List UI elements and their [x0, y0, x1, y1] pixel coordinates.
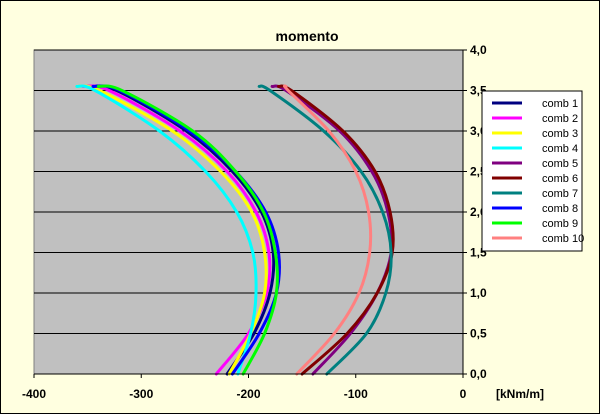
legend-label: comb 5 [542, 158, 578, 170]
legend-label: comb 4 [542, 143, 578, 155]
legend-label: comb 8 [542, 203, 578, 215]
series-line-comb-6 [277, 84, 395, 376]
series-line-comb-7 [257, 84, 393, 376]
y-tick-label: 4,0 [470, 43, 487, 57]
legend-label: comb 9 [542, 218, 578, 230]
series-line-comb-10 [282, 84, 373, 376]
y-tick-label: 0,5 [470, 327, 487, 341]
x-tick-label: -300 [129, 387, 153, 401]
x-tick-label: -200 [236, 387, 260, 401]
chart-title: momento [276, 28, 339, 44]
series-line-comb-9 [96, 84, 279, 376]
series-line-comb-3 [75, 84, 268, 376]
x-tick-label: -100 [344, 387, 368, 401]
legend-label: comb 2 [542, 113, 578, 125]
series-line-comb-4 [75, 84, 258, 376]
legend-label: comb 6 [542, 173, 578, 185]
x-tick-label: -400 [22, 387, 46, 401]
legend-label: comb 10 [542, 233, 584, 245]
y-tick-label: 1,0 [470, 286, 487, 300]
axis-ticks: 0,00,51,01,52,02,53,03,54,0-400 -300 -200-… [22, 43, 487, 401]
legend-label: comb 7 [542, 188, 578, 200]
series-lines [75, 84, 395, 376]
legend-label: comb 3 [542, 128, 578, 140]
x-tick-label: 0 [460, 387, 467, 401]
legend: comb 1 comb 2 comb 3 comb 4 comb 5 comb 6 comb… [481, 90, 584, 252]
y-tick-label: 0,0 [470, 367, 487, 381]
legend-label: comb 1 [542, 98, 578, 110]
x-axis-label: [kNm/m] [496, 387, 544, 401]
